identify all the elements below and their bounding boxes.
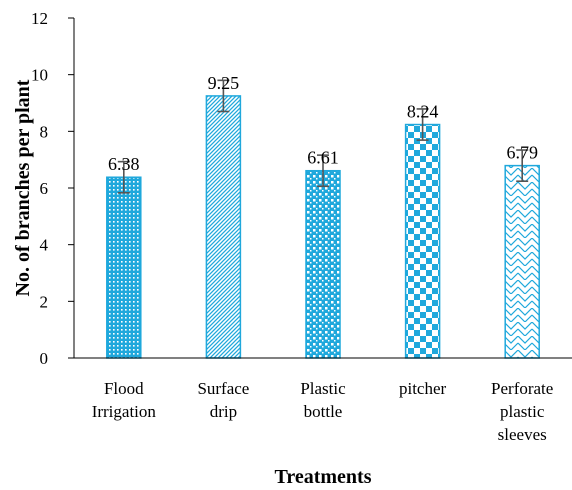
x-axis-title: Treatments <box>274 466 371 488</box>
bar-3 <box>305 169 341 359</box>
y-tick-label: 0 <box>40 349 49 368</box>
category-label: Perforate plastic sleeves <box>491 379 553 444</box>
bar-1 <box>106 176 142 359</box>
value-label: 8.24 <box>407 102 439 122</box>
value-label: 6.61 <box>307 148 339 168</box>
value-label: 6.79 <box>506 143 538 163</box>
bar-4 <box>404 123 441 359</box>
y-tick-label: 4 <box>40 236 49 255</box>
category-label: Plastic bottle <box>300 379 346 421</box>
y-tick-label: 8 <box>40 122 49 141</box>
category-label: pitcher <box>399 379 447 398</box>
bar-5 <box>504 164 540 359</box>
bar-2 <box>205 95 242 359</box>
category-label: Flood Irrigation <box>92 379 157 421</box>
category-label: Surface drip <box>197 379 249 421</box>
y-tick-label: 2 <box>40 292 49 311</box>
y-tick-label: 6 <box>40 179 49 198</box>
y-axis-title: No. of branches per plant <box>12 79 34 296</box>
value-label: 9.25 <box>208 73 240 93</box>
y-tick-label: 10 <box>31 66 48 85</box>
y-tick-label: 12 <box>31 9 48 28</box>
value-label: 6.38 <box>108 154 140 174</box>
